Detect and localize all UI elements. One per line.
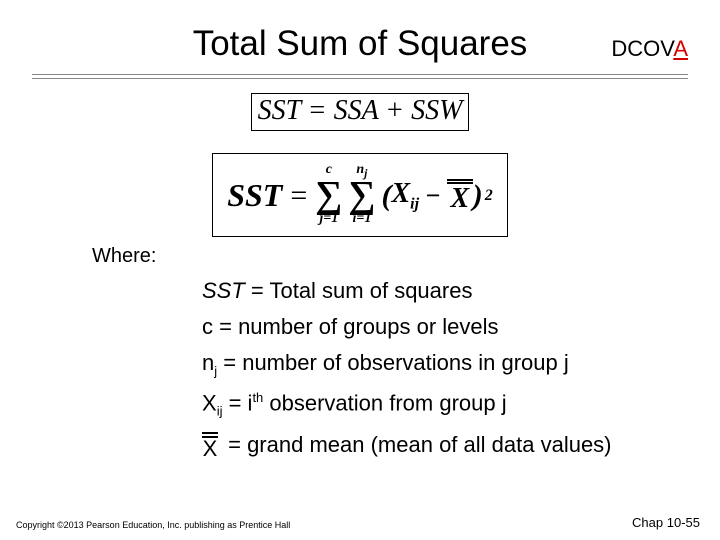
outer-sum: c ∑ j=1 [315,163,342,227]
dcova-tag: DCOVA [611,36,688,62]
formula-container: SST = c ∑ j=1 nj ∑ i=1 (Xij − X )2 [32,153,688,237]
def-xij: Xij = ith observation from group j [202,391,688,418]
definitions-list: SST = Total sum of squares c = number of… [202,280,688,460]
def-nj: nj = number of observations in group j [202,352,688,377]
squared-term: (Xij − X )2 [381,178,492,214]
grand-mean-symbol: X [447,179,473,213]
title-row: Total Sum of Squares DCOVA [32,24,688,64]
formula-lhs: SST [227,177,282,214]
x-ij: Xij [391,178,419,214]
power-two: 2 [485,187,493,205]
def-sst: SST = Total sum of squares [202,280,688,302]
page-number: Chap 10-55 [632,515,700,530]
identity-equation: SST = SSA + SSW [251,93,470,131]
minus-sign: − [419,181,447,211]
grand-mean-inline: X [202,432,218,460]
def-c: c = number of groups or levels [202,316,688,338]
equals-sign: = [288,179,309,213]
slide: Total Sum of Squares DCOVA SST = SSA + S… [0,0,720,540]
sigma-icon: ∑ [315,179,342,211]
identity-row: SST = SSA + SSW [32,93,688,131]
where-label: Where: [92,245,688,268]
dcova-highlight: A [673,36,688,61]
sigma-icon: ∑ [348,179,375,211]
title-rule [32,74,688,79]
def-xbar: X = grand mean (mean of all data values) [202,432,688,460]
inner-sum: nj ∑ i=1 [348,163,375,227]
copyright-footer: Copyright ©2013 Pearson Education, Inc. … [16,520,290,530]
outer-sum-lower: j=1 [319,212,338,228]
dcova-prefix: DCOV [611,36,673,61]
sst-formula: SST = c ∑ j=1 nj ∑ i=1 (Xij − X )2 [212,153,508,237]
slide-title: Total Sum of Squares [42,24,678,64]
inner-sum-lower: i=1 [352,212,371,228]
